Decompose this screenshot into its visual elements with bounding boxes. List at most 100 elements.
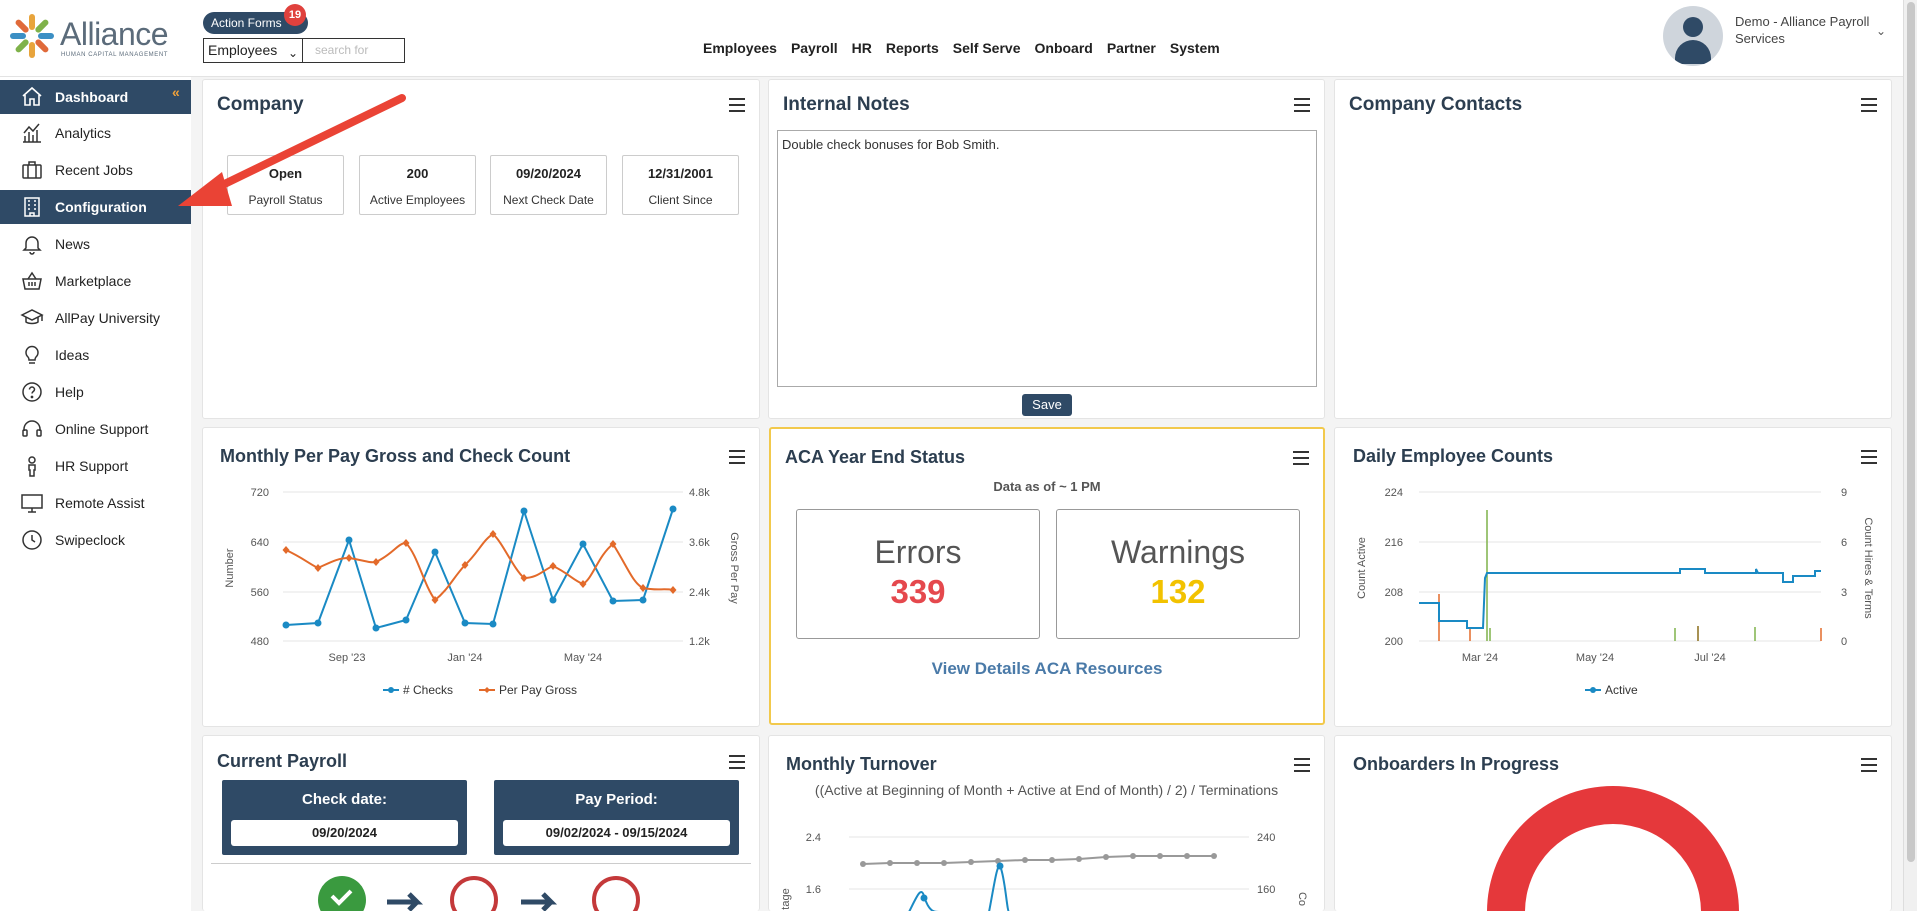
checks-point[interactable] <box>314 619 322 627</box>
hamburger-menu-icon[interactable] <box>1294 758 1310 772</box>
action-forms-button[interactable]: Action Forms <box>203 12 308 34</box>
sidebar-item-analytics[interactable]: Analytics <box>0 116 191 150</box>
gross-point[interactable] <box>639 584 647 592</box>
checks-point[interactable] <box>669 505 677 513</box>
legend-active[interactable]: Active <box>1605 683 1638 697</box>
sidebar-item-help[interactable]: Help <box>0 375 191 409</box>
average-point[interactable] <box>1130 853 1136 859</box>
sidebar-item-dashboard[interactable]: Dashboard « <box>0 80 191 114</box>
gross-point[interactable] <box>489 530 497 538</box>
nav-reports[interactable]: Reports <box>885 40 939 56</box>
next-check-date-card: 09/20/2024 Next Check Date <box>490 155 607 215</box>
scrollbar-thumb[interactable] <box>1907 2 1915 862</box>
chevron-down-icon: ⌄ <box>287 46 298 60</box>
average-point[interactable] <box>1103 854 1109 860</box>
left-tick: 560 <box>251 587 269 599</box>
hamburger-menu-icon[interactable] <box>1294 98 1310 112</box>
sidebar-item-swipeclock[interactable]: Swipeclock <box>0 523 191 557</box>
nav-system[interactable]: System <box>1169 40 1220 56</box>
checks-point[interactable] <box>520 507 528 515</box>
alliance-logo[interactable]: Alliance HUMAN CAPITAL MANAGEMENT <box>8 10 169 60</box>
turnover-series-line <box>908 864 1010 911</box>
hamburger-menu-icon[interactable] <box>729 98 745 112</box>
gross-point[interactable] <box>609 540 617 548</box>
average-point[interactable] <box>941 860 947 866</box>
internal-notes-textarea[interactable]: Double check bonuses for Bob Smith. <box>777 130 1317 387</box>
sidebar-item-configuration[interactable]: Configuration <box>0 190 191 224</box>
average-point[interactable] <box>860 861 866 867</box>
collapse-sidebar-icon[interactable]: « <box>172 84 180 100</box>
nav-employees[interactable]: Employees <box>703 40 777 56</box>
step-pending-icon[interactable] <box>450 876 498 911</box>
employee-type-select[interactable]: Employees ⌄ <box>203 38 303 63</box>
gross-point[interactable] <box>461 561 469 569</box>
nav-self-serve[interactable]: Self Serve <box>952 40 1021 56</box>
average-point[interactable] <box>1076 856 1082 862</box>
hamburger-menu-icon[interactable] <box>1861 450 1877 464</box>
checks-point[interactable] <box>402 616 410 624</box>
avatar[interactable] <box>1663 6 1723 66</box>
checks-point[interactable] <box>639 596 647 604</box>
aca-warnings-card[interactable]: Warnings 132 <box>1056 509 1300 639</box>
gross-point[interactable] <box>520 574 528 582</box>
average-point[interactable] <box>1049 857 1055 863</box>
page-scrollbar[interactable] <box>1903 0 1917 911</box>
sidebar-item-online-support[interactable]: Online Support <box>0 412 191 446</box>
average-point[interactable] <box>1157 853 1163 859</box>
checks-point[interactable] <box>282 621 290 629</box>
step-complete-icon[interactable] <box>318 876 366 911</box>
step-pending-icon[interactable] <box>592 876 640 911</box>
sidebar-item-recent-jobs[interactable]: Recent Jobs <box>0 153 191 187</box>
average-point[interactable] <box>887 860 893 866</box>
checks-point[interactable] <box>609 597 617 605</box>
average-point[interactable] <box>1184 853 1190 859</box>
sidebar-item-news[interactable]: News <box>0 227 191 261</box>
sidebar-item-allpay-university[interactable]: AllPay University <box>0 301 191 335</box>
hamburger-menu-icon[interactable] <box>1861 758 1877 772</box>
checks-point[interactable] <box>579 540 587 548</box>
gross-point[interactable] <box>402 539 410 547</box>
nav-partner[interactable]: Partner <box>1106 40 1156 56</box>
sidebar-item-remote-assist[interactable]: Remote Assist <box>0 486 191 520</box>
gross-point[interactable] <box>372 558 380 566</box>
gross-point[interactable] <box>549 562 557 570</box>
nav-payroll[interactable]: Payroll <box>790 40 838 56</box>
aca-errors-card[interactable]: Errors 339 <box>796 509 1040 639</box>
sidebar-item-ideas[interactable]: Ideas <box>0 338 191 372</box>
aca-resources-link[interactable]: View Details ACA Resources <box>931 659 1163 678</box>
average-point[interactable] <box>1022 857 1028 863</box>
gross-point[interactable] <box>282 546 290 554</box>
hamburger-menu-icon[interactable] <box>1861 98 1877 112</box>
checks-point[interactable] <box>489 620 497 628</box>
turnover-point[interactable] <box>920 894 928 902</box>
gross-point[interactable] <box>431 596 439 604</box>
gross-point[interactable] <box>579 580 587 588</box>
average-point[interactable] <box>914 860 920 866</box>
gross-point[interactable] <box>345 554 353 562</box>
nav-hr[interactable]: HR <box>851 40 872 56</box>
gross-point[interactable] <box>314 564 322 572</box>
hamburger-menu-icon[interactable] <box>1293 451 1309 465</box>
average-point[interactable] <box>995 858 1001 864</box>
legend-checks[interactable]: # Checks <box>403 683 453 697</box>
checks-point[interactable] <box>345 536 353 544</box>
nav-onboard[interactable]: Onboard <box>1034 40 1093 56</box>
sidebar-item-hr-support[interactable]: HR Support <box>0 449 191 483</box>
user-menu-chevron-icon[interactable]: ⌄ <box>1876 24 1887 38</box>
legend-gross[interactable]: Per Pay Gross <box>499 683 577 697</box>
checks-point[interactable] <box>431 548 439 556</box>
average-point[interactable] <box>1211 853 1217 859</box>
checks-point[interactable] <box>461 619 469 627</box>
gross-point[interactable] <box>669 586 677 594</box>
checks-point[interactable] <box>549 596 557 604</box>
save-button[interactable]: Save <box>1022 394 1072 416</box>
hamburger-menu-icon[interactable] <box>729 755 745 769</box>
hamburger-menu-icon[interactable] <box>729 450 745 464</box>
average-point[interactable] <box>968 859 974 865</box>
search-input[interactable]: search for <box>303 38 405 63</box>
turnover-point[interactable] <box>996 862 1004 870</box>
onboarders-donut-segment[interactable] <box>1487 786 1739 911</box>
user-name[interactable]: Demo - Alliance Payroll Services <box>1735 14 1870 46</box>
checks-point[interactable] <box>372 624 380 632</box>
sidebar-item-marketplace[interactable]: Marketplace <box>0 264 191 298</box>
